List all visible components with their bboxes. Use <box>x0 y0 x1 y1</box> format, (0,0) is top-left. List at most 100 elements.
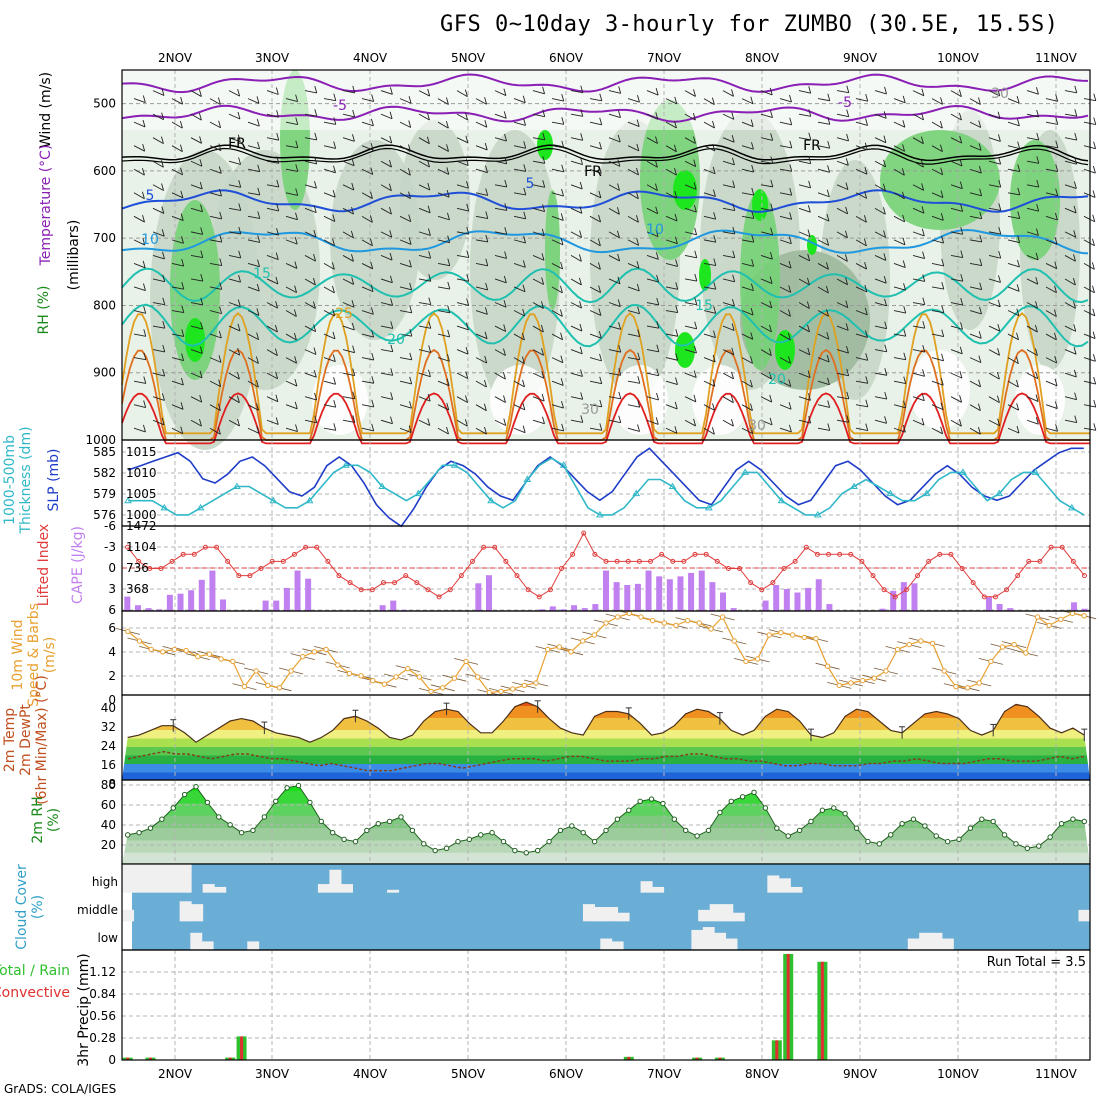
wind-barb <box>570 90 583 94</box>
wind-barb <box>171 121 183 129</box>
wind-barb-flag <box>275 300 279 309</box>
wind-barb-flag <box>732 226 736 235</box>
wind-barb <box>684 254 697 259</box>
wind-barb <box>722 207 735 212</box>
lifted-index-point <box>826 551 832 557</box>
wind-barb-flag <box>504 203 508 211</box>
wind-barb <box>532 184 545 188</box>
thickness-point <box>922 489 931 497</box>
wind-barb-flag <box>179 120 183 129</box>
wind-barb-flag <box>541 253 545 261</box>
wind-barb <box>1026 349 1038 356</box>
wind-barb <box>1007 215 1020 220</box>
wind-barb <box>798 396 811 401</box>
wind-barb <box>912 137 924 145</box>
pressure-tick-label: 900 <box>93 366 116 380</box>
wind-barb-flag <box>371 376 375 384</box>
wind-barb <box>950 231 963 235</box>
wind-barb <box>760 349 772 356</box>
lifted-index-point <box>403 573 409 579</box>
wind-barb-flag <box>314 109 318 117</box>
wind-barb <box>1007 404 1019 411</box>
wind-speed-point <box>673 622 679 629</box>
wind-barb <box>323 427 336 431</box>
wind-barb-flag <box>390 416 393 424</box>
grads-credit: GrADS: COLA/IGES <box>4 1082 117 1096</box>
wind-barb <box>798 113 811 117</box>
wind-barb-flag <box>352 391 356 399</box>
wind-barb-flag <box>940 213 944 221</box>
contour-label: 20 <box>387 332 405 348</box>
rh-band <box>122 790 1090 804</box>
rh-band <box>122 851 1090 864</box>
wind-barb <box>323 215 336 222</box>
wind-barb <box>532 372 545 379</box>
wind-barb-flag <box>1073 205 1077 214</box>
wind-barb-flag <box>922 321 926 329</box>
wind-barb-flag <box>978 97 981 105</box>
wind-barb <box>228 278 241 283</box>
wind-barb-flag <box>428 297 432 305</box>
cape-bar <box>220 599 227 611</box>
wind-barb-flag <box>827 141 831 149</box>
wind-speed-point <box>638 614 644 620</box>
wind-barb-flag <box>769 87 773 96</box>
wind-barb <box>893 192 905 200</box>
cape-bar <box>815 579 822 611</box>
wind-barb-flag <box>731 371 734 380</box>
wind-barb-flag <box>656 274 660 283</box>
contour-label: 5 <box>146 188 155 204</box>
wind-barb-flag <box>427 88 431 97</box>
rh-point <box>341 836 347 843</box>
cape-bar <box>549 606 556 611</box>
wind-barb <box>988 113 1001 120</box>
wind-barb-flag <box>655 183 658 191</box>
wind-barb <box>133 286 146 291</box>
wind-barb-flag <box>1054 355 1058 364</box>
wind-barb-flag <box>770 110 773 118</box>
wind-barb-flag <box>788 260 792 269</box>
wind10m-axis-label: (m/s) <box>42 637 58 674</box>
wind-barb-flag <box>959 136 963 144</box>
wind-barb <box>912 254 925 260</box>
wind-barb <box>855 357 868 361</box>
wind-barb-flag <box>256 283 260 292</box>
wind-barb <box>418 419 431 426</box>
wind-barb <box>570 207 583 214</box>
wind-barb-flag <box>1054 378 1058 386</box>
wind-barb-flag <box>274 348 278 356</box>
lifted-index-point <box>892 594 898 600</box>
wind-speed-point <box>871 675 877 681</box>
lifted-index-point <box>458 573 464 579</box>
wind-barb-flag <box>826 238 830 246</box>
precip-conv-bar <box>148 1057 152 1060</box>
wind-barb-flag <box>256 403 260 411</box>
wind-barb <box>779 333 791 341</box>
wind-barb <box>931 192 944 198</box>
wind-barb <box>893 357 906 361</box>
wind-barb-flag <box>635 191 639 199</box>
wind-barb-flag <box>313 229 317 238</box>
wind-barb <box>798 207 811 213</box>
lifted-index-point <box>570 551 576 557</box>
wind-barb-flag <box>218 143 222 151</box>
date-label-top: 9NOV <box>843 51 878 65</box>
wind-barb-flag <box>1073 301 1076 309</box>
wind-barb <box>950 419 962 427</box>
wind-barb-flag <box>466 226 470 235</box>
y-axis-labels: Wind (m/s)Temperature (°C)RH (%)(milliba… <box>0 72 92 1067</box>
wind-barb-flag <box>825 285 829 294</box>
wind-barb-flag <box>1036 109 1040 118</box>
wind-barb-flag <box>731 323 735 331</box>
wind-barb <box>627 98 640 103</box>
wind-barb <box>1026 184 1039 188</box>
wind-barb-flag <box>370 284 374 292</box>
wind-barb-flag <box>162 368 166 377</box>
wind-barb-flag <box>902 120 906 128</box>
pressure-tick-label: 700 <box>93 231 116 245</box>
wind-barb <box>703 215 716 220</box>
wind-barb <box>475 239 488 243</box>
wind-barb-flag <box>181 236 184 244</box>
wind-barb <box>608 184 620 191</box>
wind-barb-flag <box>903 305 907 314</box>
